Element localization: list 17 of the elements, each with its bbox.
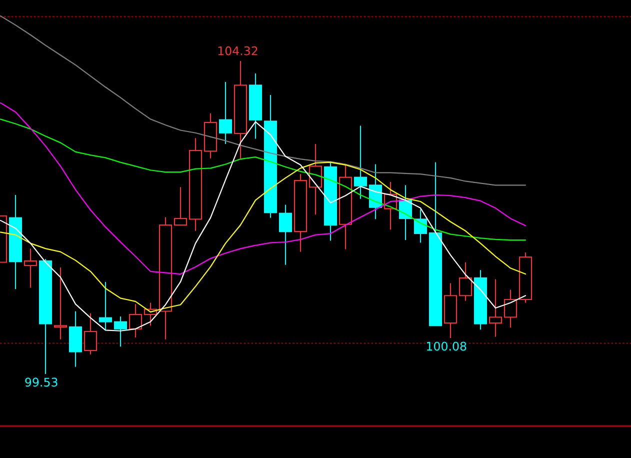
candlestick [54, 266, 68, 340]
candlestick [174, 186, 188, 226]
annotation: 104.32 [218, 46, 258, 56]
candlestick [488, 278, 502, 338]
candlestick [218, 81, 232, 145]
candlestick [98, 281, 112, 331]
candlestick [128, 304, 142, 338]
candlestick [114, 316, 128, 348]
candlestick [414, 208, 428, 244]
candlestick [458, 262, 472, 302]
annotation: 99.53 [25, 378, 58, 387]
candlestick [84, 312, 98, 355]
annotation: 100.08 [426, 342, 466, 351]
candlestick [354, 125, 368, 200]
candlestick [278, 204, 292, 266]
candlestick [504, 289, 518, 328]
candlestick [24, 248, 38, 288]
